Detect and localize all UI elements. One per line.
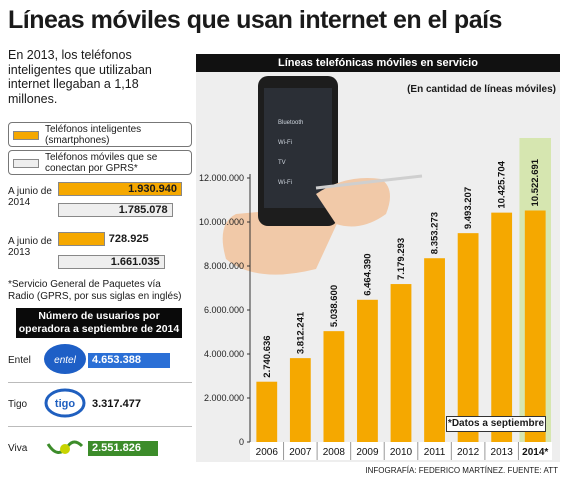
gprs-footnote: *Servicio General de Paquetes vía Radio … — [8, 279, 182, 302]
x-tick-label: 2006 — [256, 447, 279, 458]
x-tick-label: 2014* — [522, 447, 548, 458]
phone-menu-item: Wi-Fi — [278, 180, 292, 186]
legend-swatch-smartphones — [13, 131, 39, 140]
bar-chart: Bluetooth Wi-Fi TV Wi-Fi 0 2.000.000 4.000.00… — [199, 76, 552, 460]
legend-gprs: Teléfonos móviles que se conectan por GP… — [8, 150, 192, 175]
bar-2013 — [491, 212, 513, 442]
bar-value-label: 10.522.691 — [530, 158, 541, 206]
bar-2014 — [524, 210, 546, 442]
phone-menu-item: TV — [278, 160, 286, 166]
bar-2011 — [424, 258, 445, 442]
bar-value-label: 10.425.704 — [497, 160, 508, 208]
legend-label-gprs: Teléfonos móviles que se conectan por GP… — [45, 152, 158, 174]
bar-2006 — [256, 381, 278, 442]
bar-value-label: 3.812.241 — [295, 311, 306, 354]
operator-divider — [8, 382, 192, 383]
credit-line: INFOGRAFÍA: FEDERICO MARTÍNEZ. FUENTE: A… — [365, 466, 558, 475]
comparison-label-2013: A junio de 2013 — [8, 236, 52, 258]
bar-2010 — [390, 284, 412, 442]
chart-data-note: *Datos a septiembre — [446, 416, 546, 432]
operator-row-entel: Entel entel 4.653.388 — [8, 344, 192, 376]
x-tick-label: 2009 — [356, 447, 379, 458]
comparison-bar-smartphones-2014: 1.930.940 — [58, 182, 182, 196]
chart-unit-note: (En cantidad de líneas móviles) — [407, 84, 556, 95]
legend-smartphones: Teléfonos inteligentes (smartphones) — [8, 122, 192, 147]
svg-text:tigo: tigo — [55, 398, 75, 410]
intro-text: En 2013, los teléfonos inteligentes que … — [8, 48, 152, 106]
operator-name-tigo: Tigo — [8, 399, 28, 410]
y-tick-label: 8.000.000 — [204, 261, 244, 271]
bar-value-label: 5.038.600 — [329, 285, 340, 327]
comparison-bar-smartphones-2013 — [58, 232, 105, 246]
operator-name-entel: Entel — [8, 355, 31, 366]
comparison-bar-gprs-2014: 1.785.078 — [58, 203, 173, 217]
operators-heading: Número de usuarios por operadora a septi… — [16, 308, 182, 338]
x-tick-label: 2011 — [424, 447, 446, 458]
operator-row-viva: Viva 2.551.826 — [8, 432, 192, 464]
y-tick-label: 0 — [239, 437, 244, 447]
operator-value-entel: 4.653.388 — [88, 353, 170, 368]
x-tick-label: 2012 — [457, 447, 480, 458]
bar-2008 — [323, 331, 345, 442]
svg-text:entel: entel — [54, 355, 76, 366]
y-tick-label: 10.000.000 — [199, 217, 244, 227]
legend-swatch-gprs — [13, 159, 39, 168]
comparison-label-2014: A junio de 2014 — [8, 186, 52, 208]
bar-value-label: 8.353.273 — [430, 212, 441, 254]
operator-name-viva: Viva — [8, 443, 28, 454]
entel-logo-icon: entel — [44, 344, 86, 374]
y-tick-label: 4.000.000 — [204, 349, 244, 359]
y-tick-label: 6.000.000 — [204, 305, 244, 315]
infographic-title: Líneas móviles que usan internet en el p… — [8, 6, 502, 34]
legend-label-smartphones: Teléfonos inteligentes (smartphones) — [45, 124, 142, 146]
operator-divider — [8, 426, 192, 427]
comparison-bar-gprs-2013: 1.661.035 — [58, 255, 165, 269]
tigo-logo-icon: tigo — [44, 388, 86, 418]
y-tick-label: 2.000.000 — [204, 393, 244, 403]
x-tick-label: 2008 — [323, 447, 346, 458]
phone-menu-item: Wi-Fi — [278, 140, 292, 146]
comparison-value-smartphones-2013: 728.925 — [108, 233, 149, 245]
bar-value-label: 9.493.207 — [463, 187, 474, 229]
stylus-illustration — [315, 174, 423, 190]
x-tick-label: 2013 — [491, 447, 514, 458]
smartphone-illustration: Bluetooth Wi-Fi TV Wi-Fi — [222, 76, 423, 275]
operator-value-tigo: 3.317.477 — [92, 398, 141, 410]
phone-menu-item: Bluetooth — [278, 120, 303, 126]
x-tick-label: 2010 — [390, 447, 413, 458]
operator-value-viva: 2.551.826 — [88, 441, 158, 456]
bar-value-label: 2.740.636 — [262, 335, 273, 377]
bar-2012 — [457, 233, 479, 442]
bar-value-label: 6.464.390 — [362, 254, 373, 296]
operator-row-tigo: Tigo tigo 3.317.477 — [8, 388, 192, 420]
bar-value-label: 7.179.293 — [396, 238, 407, 280]
x-axis-strip — [250, 442, 552, 460]
chart-header: Líneas telefónicas móviles en servicio — [196, 54, 560, 72]
phone-screen — [264, 88, 332, 208]
y-tick-label: 12.000.000 — [199, 173, 244, 183]
hand-right-illustration — [316, 178, 390, 227]
viva-logo-icon — [44, 432, 86, 462]
bar-2009 — [357, 299, 378, 442]
bar-2007 — [289, 358, 311, 442]
x-tick-label: 2007 — [289, 447, 312, 458]
